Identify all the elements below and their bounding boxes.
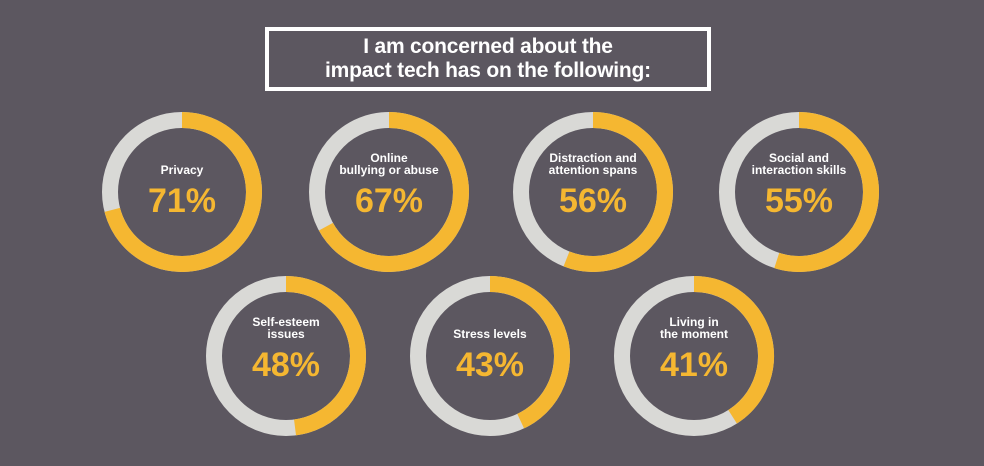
donut-label: interaction skills bbox=[752, 163, 847, 177]
donut-value-arc bbox=[104, 112, 262, 272]
donut-percent: 43% bbox=[456, 346, 524, 384]
donut-percent: 55% bbox=[765, 182, 833, 220]
donut-percent: 41% bbox=[660, 346, 728, 384]
donut-label: Social and bbox=[769, 151, 829, 165]
donut-value-arc bbox=[489, 276, 570, 429]
donut-1: Privacy 71% bbox=[102, 112, 262, 272]
donut-label: Self-esteem bbox=[252, 315, 319, 329]
donut-value-arc bbox=[318, 112, 469, 272]
donut-6: Stress levels 43% bbox=[410, 276, 570, 436]
donut-label: Online bbox=[370, 151, 408, 165]
donut-value-arc bbox=[693, 276, 774, 424]
donut-label: Privacy bbox=[161, 163, 204, 177]
donut-percent: 67% bbox=[355, 182, 423, 220]
donut-value-arc bbox=[774, 112, 879, 272]
donut-label: the moment bbox=[660, 327, 728, 341]
donut-label: Stress levels bbox=[453, 327, 527, 341]
title-line-2: impact tech has on the following: bbox=[325, 59, 651, 82]
title-box: I am concerned about the impact tech has… bbox=[265, 27, 711, 91]
donut-label: Distraction and bbox=[549, 151, 636, 165]
donut-value-arc bbox=[285, 276, 366, 436]
donut-label: issues bbox=[267, 327, 305, 341]
donut-value-arc bbox=[563, 112, 673, 272]
donut-label: attention spans bbox=[549, 163, 638, 177]
donut-percent: 48% bbox=[252, 346, 320, 384]
donut-label: Living in bbox=[669, 315, 718, 329]
donut-percent: 56% bbox=[559, 182, 627, 220]
donut-label: bullying or abuse bbox=[339, 163, 439, 177]
donut-percent: 71% bbox=[148, 182, 216, 220]
title-line-1: I am concerned about the bbox=[363, 35, 613, 58]
